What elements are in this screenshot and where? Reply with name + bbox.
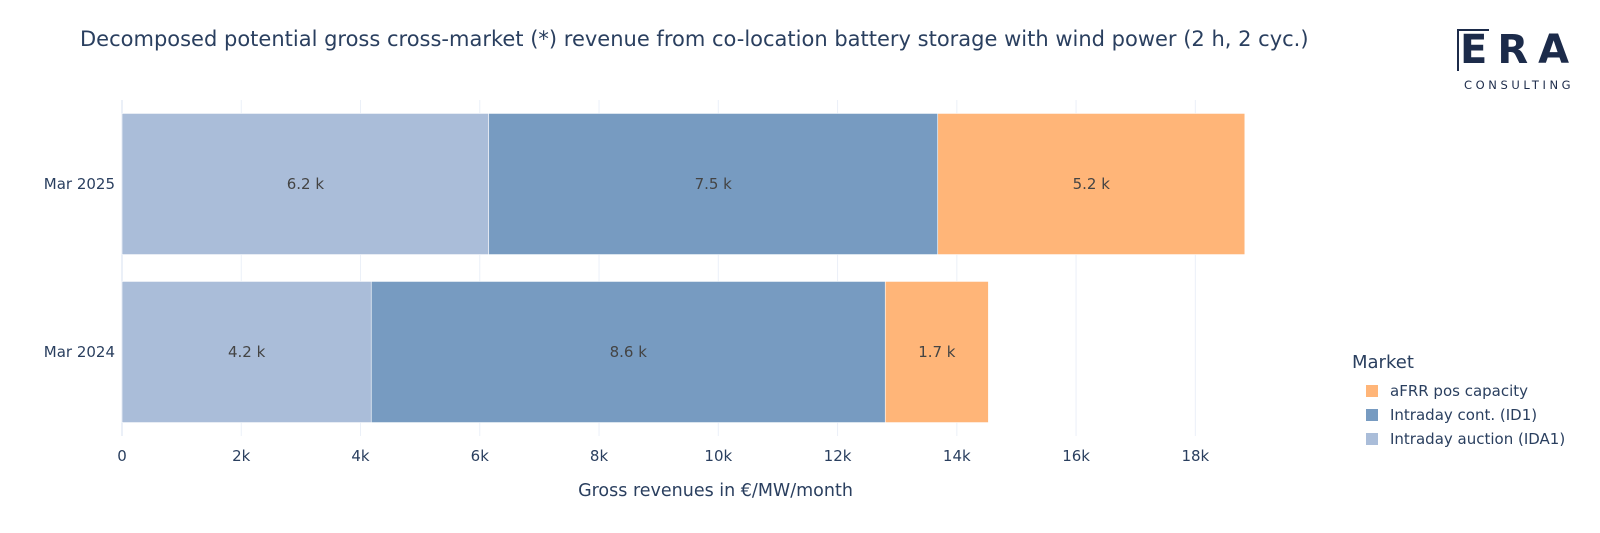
x-tick-label: 10k [704,447,732,465]
legend: Market aFRR pos capacity Intraday cont. … [1352,352,1565,451]
bar-segment[interactable] [488,113,939,255]
x-tick-label: 16k [1062,447,1090,465]
legend-label-id1: Intraday cont. (ID1) [1390,406,1538,424]
x-axis-title: Gross revenues in €/MW/month [578,481,853,501]
bar-segment[interactable] [884,281,989,423]
bar-data-label: 1.7 k [918,343,956,361]
x-tick-label: 8k [590,447,609,465]
legend-item-ida1[interactable]: Intraday auction (IDA1) [1352,427,1565,451]
x-tick-label: 0 [117,447,127,465]
logo-frame-shape [1457,29,1489,71]
logo-subtitle: CONSULTING [1464,78,1575,92]
bar-segment[interactable] [121,113,490,255]
era-consulting-logo: ERA CONSULTING [1457,27,1590,93]
legend-item-id1[interactable]: Intraday cont. (ID1) [1352,403,1565,427]
legend-label-afrr: aFRR pos capacity [1390,382,1529,400]
x-tick-label: 4k [351,447,370,465]
x-tick-label: 14k [943,447,971,465]
legend-swatch-id1 [1366,409,1378,421]
x-tick-label: 6k [471,447,490,465]
bar-data-label: 7.5 k [695,175,733,193]
x-tick-label: 2k [232,447,251,465]
bar-segment[interactable] [937,113,1246,255]
logo-wordmark: ERA [1460,27,1580,73]
legend-label-ida1: Intraday auction (IDA1) [1390,430,1566,448]
legend-swatch-ida1 [1366,433,1378,445]
y-tick-label: Mar 2024 [44,343,115,361]
legend-title: Market [1352,352,1414,373]
bar-segment[interactable] [370,281,886,423]
legend-swatch-afrr [1366,385,1378,397]
x-tick-label: 12k [824,447,852,465]
bar-data-label: 6.2 k [287,175,325,193]
bar-data-label: 8.6 k [610,343,648,361]
y-tick-label: Mar 2025 [44,175,115,193]
bar-data-label: 4.2 k [228,343,266,361]
x-tick-label: 18k [1181,447,1209,465]
bar-data-label: 5.2 k [1073,175,1111,193]
bar-segment[interactable] [121,281,372,423]
chart-title: Decomposed potential gross cross-market … [80,27,1309,51]
legend-item-afrr[interactable]: aFRR pos capacity [1352,379,1565,403]
